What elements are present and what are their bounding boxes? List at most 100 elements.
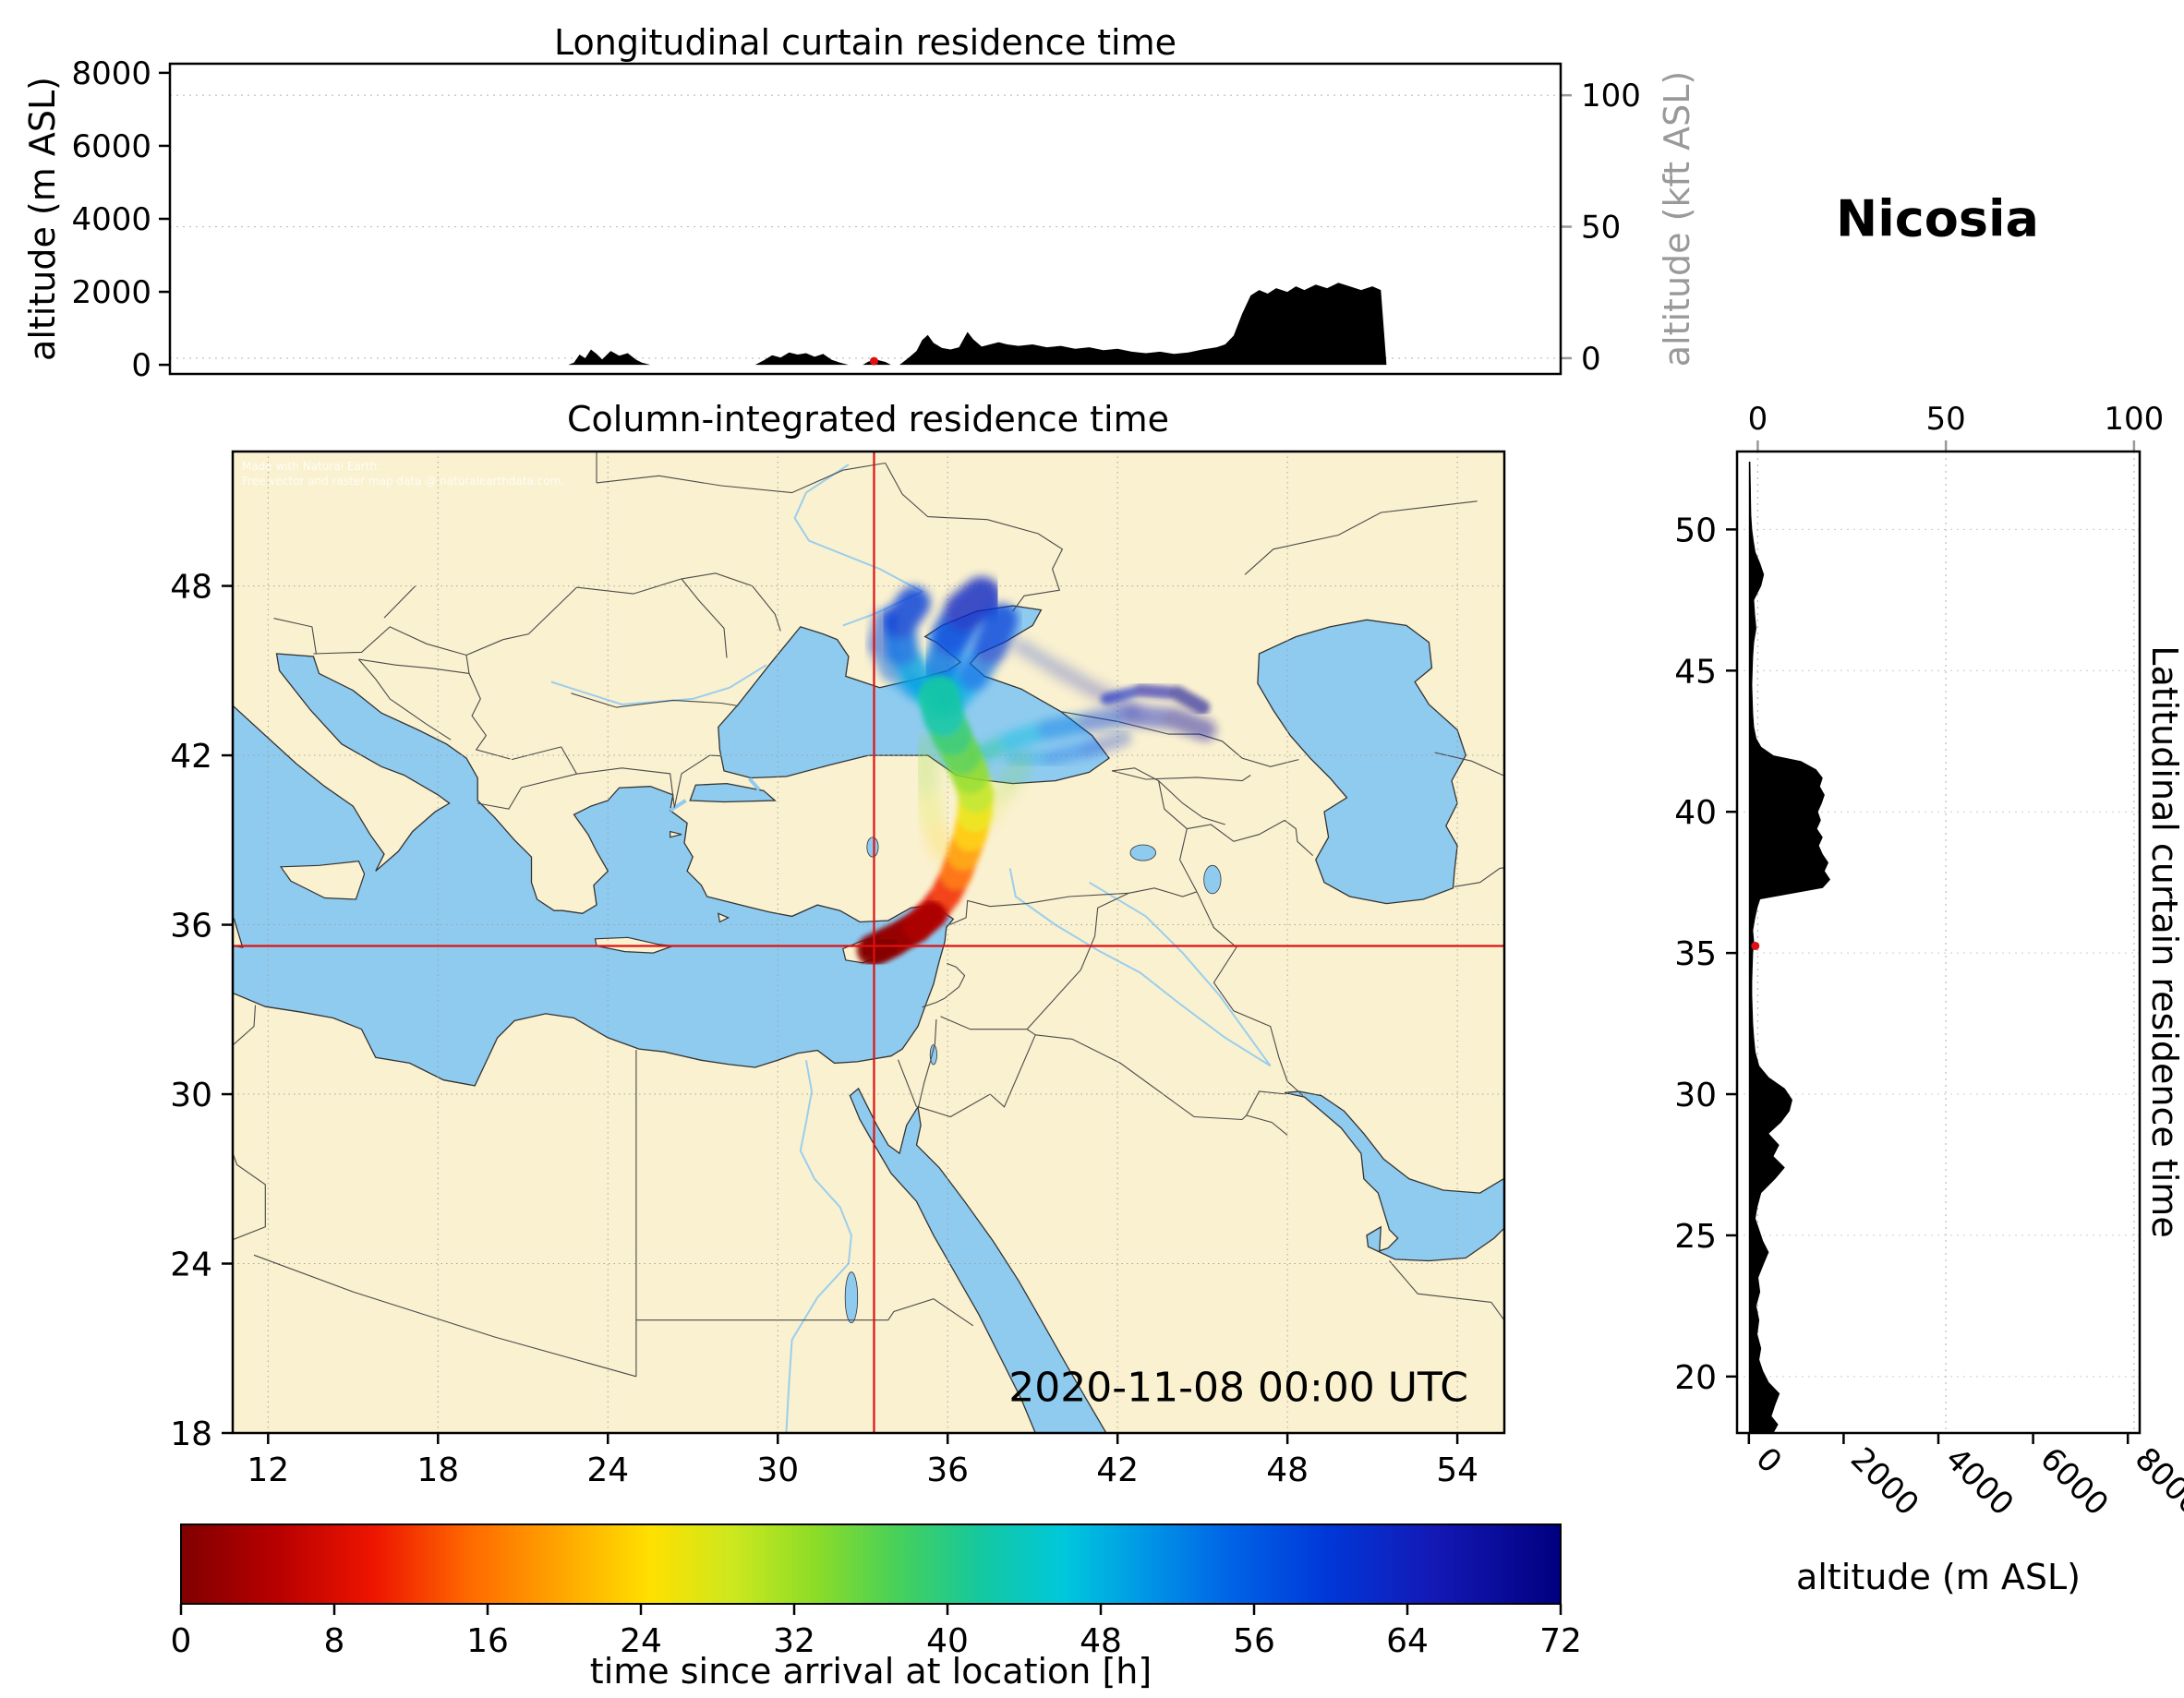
- top-panel-ylabel: altitude (m ASL): [22, 77, 63, 361]
- sea-mediterranean: [233, 653, 955, 1087]
- river: [1008, 868, 1272, 1067]
- svg-text:36: 36: [926, 1451, 969, 1489]
- map-attribution-line2: Free vector and raster map data @ natura…: [242, 475, 565, 488]
- island: [279, 861, 366, 900]
- country-border: [1196, 891, 1304, 1097]
- svg-text:40: 40: [926, 1622, 969, 1660]
- lake: [866, 837, 879, 858]
- country-border: [576, 578, 682, 595]
- country-border: [1187, 819, 1314, 857]
- svg-text:24: 24: [586, 1451, 629, 1489]
- country-border: [1508, 1237, 1519, 1275]
- svg-text:100: 100: [2104, 401, 2164, 438]
- country-border: [1244, 500, 1478, 575]
- lake: [929, 1044, 937, 1066]
- svg-text:8000: 8000: [2128, 1440, 2184, 1523]
- svg-text:4000: 4000: [1938, 1440, 2021, 1523]
- country-border: [1241, 1090, 1286, 1120]
- longitudinal-curtain-panel: 0 2000 4000 6000 8000 0 50 100: [71, 55, 1640, 384]
- svg-text:50: 50: [1581, 210, 1621, 247]
- colorbar: 0 8 16 24 32 40 48 56 64 72: [171, 1523, 1582, 1660]
- map-timestamp: 2020-11-08 00:00 UTC: [1008, 1364, 1468, 1412]
- svg-text:30: 30: [756, 1451, 799, 1489]
- svg-text:35: 35: [1674, 935, 1717, 973]
- country-border: [511, 746, 561, 761]
- svg-text:0: 0: [1748, 401, 1768, 438]
- country-border: [922, 997, 946, 1008]
- country-border: [383, 585, 416, 619]
- country-border: [253, 1254, 637, 1378]
- map-axes: 12 18 24 30 36 42 48 54 18 24 30 36 42 48: [170, 450, 1506, 1489]
- svg-text:50: 50: [1926, 401, 1966, 438]
- country-border: [635, 1298, 974, 1327]
- svg-text:100: 100: [1581, 78, 1641, 114]
- svg-text:20: 20: [1674, 1359, 1717, 1397]
- country-border: [313, 626, 470, 674]
- sea-caspian: [1257, 619, 1467, 905]
- country-border: [944, 962, 966, 999]
- country-border: [596, 462, 886, 494]
- island: [718, 912, 730, 923]
- svg-text:0: 0: [131, 347, 151, 384]
- svg-text:54: 54: [1436, 1451, 1478, 1489]
- plume-stroke-haze-west: [911, 735, 955, 861]
- map-panel-title: Column-integrated residence time: [567, 399, 1169, 440]
- svg-text:56: 56: [1233, 1622, 1275, 1660]
- right-panel-xlabel: altitude (m ASL): [1796, 1557, 2081, 1597]
- svg-text:42: 42: [170, 738, 212, 776]
- country-border: [681, 572, 781, 632]
- station-title: Nicosia: [1836, 189, 2039, 248]
- country-border: [571, 692, 739, 708]
- country-border: [946, 892, 1129, 927]
- svg-text:45: 45: [1674, 653, 1717, 691]
- svg-text:48: 48: [1080, 1622, 1122, 1660]
- country-border: [1035, 1034, 1243, 1121]
- latitudinal-location-marker: [1751, 941, 1760, 950]
- river: [550, 664, 767, 706]
- svg-text:0: 0: [171, 1622, 192, 1660]
- svg-text:18: 18: [416, 1451, 459, 1489]
- latitudinal-curtain-panel: 20 25 30 35 40 45 50 0 50 100 0 2000 4000 6000 8000: [1674, 401, 2184, 1523]
- svg-text:48: 48: [170, 569, 212, 607]
- sea-persian_gulf: [1284, 1090, 1504, 1262]
- country-border: [561, 746, 577, 775]
- river: [785, 1060, 852, 1433]
- plume-stroke-bridge: [1011, 638, 1142, 718]
- map-attribution: Made with Natural Earth. Free vector and…: [242, 459, 564, 488]
- river: [1088, 881, 1272, 1066]
- country-border: [477, 787, 523, 810]
- lake: [1129, 844, 1156, 861]
- country-border: [358, 658, 470, 674]
- plume-stroke-arm-main: [969, 704, 1217, 765]
- svg-text:6000: 6000: [71, 128, 151, 165]
- right-panel-side-label: Latitudinal curtain residence time: [2144, 645, 2184, 1238]
- svg-text:0: 0: [1748, 1440, 1789, 1481]
- svg-text:2000: 2000: [1843, 1440, 1925, 1523]
- strait: [748, 777, 761, 791]
- svg-text:50: 50: [1674, 512, 1717, 549]
- lake: [844, 1271, 859, 1324]
- longitudinal-location-marker: [869, 356, 878, 366]
- svg-text:36: 36: [170, 908, 212, 945]
- svg-text:8: 8: [324, 1622, 345, 1660]
- svg-text:30: 30: [1674, 1077, 1717, 1114]
- svg-text:18: 18: [170, 1415, 212, 1453]
- svg-text:25: 25: [1674, 1218, 1717, 1256]
- island: [670, 830, 682, 838]
- svg-text:6000: 6000: [2033, 1440, 2115, 1523]
- country-border: [465, 586, 577, 656]
- country-border: [1128, 887, 1198, 897]
- country-border: [1179, 828, 1198, 893]
- svg-text:4000: 4000: [71, 201, 151, 238]
- svg-text:2000: 2000: [71, 274, 151, 311]
- svg-text:42: 42: [1096, 1451, 1139, 1489]
- country-border: [885, 463, 1064, 612]
- svg-text:24: 24: [620, 1622, 662, 1660]
- colorbar-label: time since arrival at location [h]: [589, 1651, 1152, 1692]
- country-border: [1111, 770, 1251, 782]
- map-panel: [233, 452, 1519, 1433]
- country-border: [1454, 867, 1504, 887]
- svg-text:16: 16: [466, 1622, 509, 1660]
- svg-text:72: 72: [1539, 1622, 1582, 1660]
